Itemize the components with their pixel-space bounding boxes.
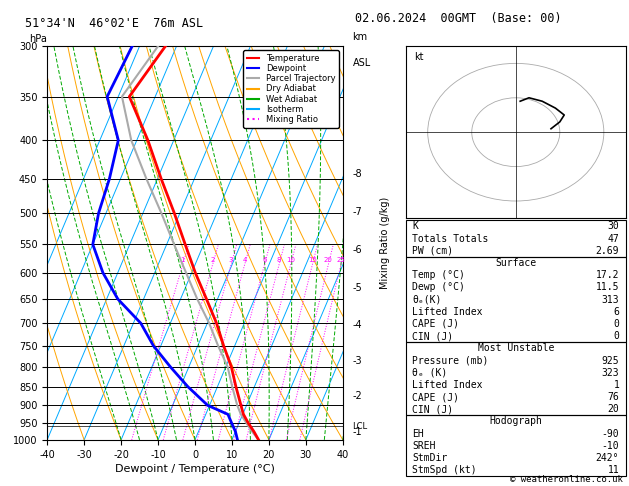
Legend: Temperature, Dewpoint, Parcel Trajectory, Dry Adiabat, Wet Adiabat, Isotherm, Mi: Temperature, Dewpoint, Parcel Trajectory… [243, 51, 338, 127]
Text: 4: 4 [243, 257, 247, 262]
Text: 17.2: 17.2 [596, 270, 619, 280]
Text: 242°: 242° [596, 453, 619, 463]
Text: LCL: LCL [353, 422, 368, 431]
Text: kt: kt [415, 52, 424, 62]
Text: km: km [353, 32, 368, 42]
Text: Dewp (°C): Dewp (°C) [413, 282, 465, 293]
Text: CIN (J): CIN (J) [413, 404, 454, 414]
Text: -5: -5 [353, 283, 362, 293]
Text: 1: 1 [613, 380, 619, 390]
Text: 6: 6 [262, 257, 267, 262]
Text: Surface: Surface [495, 258, 537, 268]
Text: CAPE (J): CAPE (J) [413, 319, 459, 329]
Text: Most Unstable: Most Unstable [477, 343, 554, 353]
Text: 2: 2 [211, 257, 215, 262]
Text: © weatheronline.co.uk: © weatheronline.co.uk [510, 474, 623, 484]
Text: -6: -6 [353, 244, 362, 255]
Text: -7: -7 [353, 207, 362, 217]
Text: 0: 0 [613, 331, 619, 341]
Text: 11: 11 [608, 465, 619, 475]
Text: 02.06.2024  00GMT  (Base: 00): 02.06.2024 00GMT (Base: 00) [355, 12, 562, 25]
Text: Pressure (mb): Pressure (mb) [413, 355, 489, 365]
Text: 8: 8 [277, 257, 281, 262]
Text: 2.69: 2.69 [596, 246, 619, 256]
Text: 47: 47 [608, 234, 619, 243]
Text: -4: -4 [353, 320, 362, 330]
Text: 25: 25 [337, 257, 345, 262]
Text: θₑ(K): θₑ(K) [413, 295, 442, 305]
Text: 51°34'N  46°02'E  76m ASL: 51°34'N 46°02'E 76m ASL [25, 17, 203, 30]
Text: SREH: SREH [413, 441, 436, 451]
Text: Lifted Index: Lifted Index [413, 307, 483, 317]
Text: 10: 10 [286, 257, 295, 262]
Text: -8: -8 [353, 169, 362, 179]
Text: CAPE (J): CAPE (J) [413, 392, 459, 402]
Text: CIN (J): CIN (J) [413, 331, 454, 341]
Bar [406, 257, 626, 342]
Text: Totals Totals: Totals Totals [413, 234, 489, 243]
X-axis label: Dewpoint / Temperature (°C): Dewpoint / Temperature (°C) [115, 464, 275, 474]
Text: 0: 0 [613, 319, 619, 329]
Text: 11.5: 11.5 [596, 282, 619, 293]
Bar [406, 416, 626, 476]
Text: 313: 313 [601, 295, 619, 305]
Text: PW (cm): PW (cm) [413, 246, 454, 256]
Text: -10: -10 [601, 441, 619, 451]
Text: StmDir: StmDir [413, 453, 448, 463]
Text: -3: -3 [353, 356, 362, 365]
Bar [406, 220, 626, 257]
Text: hPa: hPa [30, 34, 47, 44]
Bar [406, 342, 626, 416]
Text: Lifted Index: Lifted Index [413, 380, 483, 390]
Text: EH: EH [413, 429, 424, 439]
Text: 323: 323 [601, 368, 619, 378]
Text: 15: 15 [308, 257, 317, 262]
Text: 6: 6 [613, 307, 619, 317]
Text: ASL: ASL [353, 58, 371, 68]
Text: 30: 30 [608, 222, 619, 231]
Text: Hodograph: Hodograph [489, 417, 542, 426]
Text: θₑ (K): θₑ (K) [413, 368, 448, 378]
Text: Temp (°C): Temp (°C) [413, 270, 465, 280]
Text: 1: 1 [181, 257, 185, 262]
Text: StmSpd (kt): StmSpd (kt) [413, 465, 477, 475]
Text: 20: 20 [608, 404, 619, 414]
Text: Mixing Ratio (g/kg): Mixing Ratio (g/kg) [380, 197, 390, 289]
Text: 3: 3 [229, 257, 233, 262]
Text: 76: 76 [608, 392, 619, 402]
Text: -1: -1 [353, 427, 362, 437]
Text: K: K [413, 222, 418, 231]
Text: -2: -2 [353, 391, 362, 401]
Text: -90: -90 [601, 429, 619, 439]
Text: 925: 925 [601, 355, 619, 365]
Text: 20: 20 [324, 257, 333, 262]
